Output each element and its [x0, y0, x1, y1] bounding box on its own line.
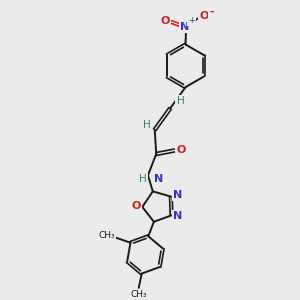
Text: +: + — [188, 16, 195, 25]
Text: H: H — [139, 174, 146, 184]
Text: O: O — [161, 16, 170, 26]
Text: H: H — [142, 120, 150, 130]
Text: N: N — [180, 22, 189, 32]
Text: O: O — [131, 201, 140, 212]
Text: O: O — [176, 146, 186, 155]
Text: -: - — [209, 6, 214, 16]
Text: CH₃: CH₃ — [98, 231, 115, 240]
Text: N: N — [173, 190, 182, 200]
Text: N: N — [173, 211, 183, 221]
Text: N: N — [154, 174, 164, 184]
Text: H: H — [177, 96, 184, 106]
Text: O: O — [199, 11, 208, 21]
Text: CH₃: CH₃ — [130, 290, 147, 299]
